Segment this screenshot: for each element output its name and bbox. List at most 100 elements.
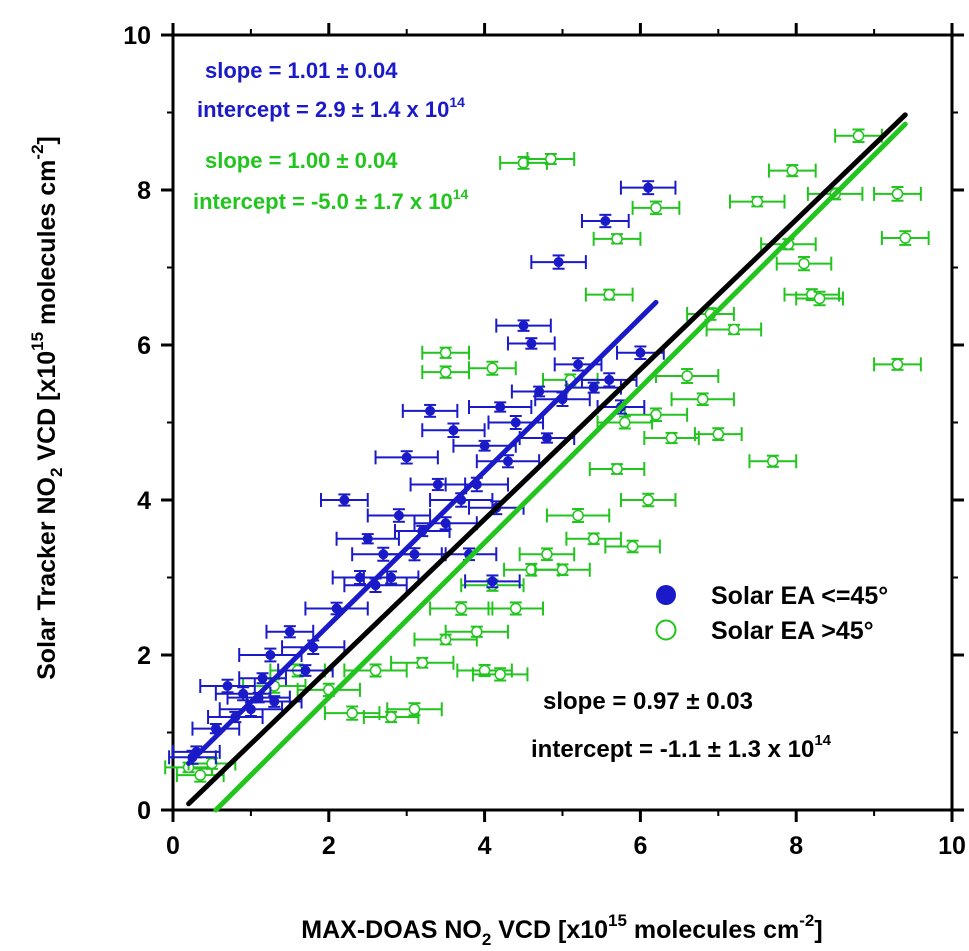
x-tick-label: 6 xyxy=(633,832,647,860)
fit-line xyxy=(186,112,908,807)
data-point xyxy=(786,164,799,177)
data-point xyxy=(408,703,421,715)
data-point xyxy=(487,576,498,587)
data-point xyxy=(455,602,467,615)
data-point xyxy=(385,711,397,723)
data-point xyxy=(471,626,483,638)
data-point xyxy=(222,681,233,691)
y-tick-label: 8 xyxy=(137,177,151,205)
data-point xyxy=(712,428,725,440)
data-point xyxy=(665,432,678,444)
annotation-all-intercept: intercept = -1.1 ± 1.3 x 1014 xyxy=(531,732,832,763)
data-point xyxy=(518,320,529,331)
data-point xyxy=(751,195,763,208)
data-point xyxy=(588,382,599,393)
data-point xyxy=(526,338,537,349)
data-point xyxy=(300,665,311,676)
data-point xyxy=(611,463,623,475)
data-point xyxy=(346,707,358,719)
series-solar-ea-gt45 xyxy=(164,128,930,783)
data-point xyxy=(650,202,662,214)
fit-line xyxy=(186,299,659,766)
data-point xyxy=(416,657,429,669)
data-point xyxy=(369,664,382,677)
legend-label-green: Solar EA >45° xyxy=(711,617,874,645)
data-point xyxy=(510,417,521,428)
data-point xyxy=(425,405,436,416)
annotation-all-slope: slope = 0.97 ± 0.03 xyxy=(543,688,753,715)
data-point xyxy=(495,402,506,412)
data-point xyxy=(401,452,412,463)
data-point xyxy=(409,549,420,560)
legend-marker-open-circle xyxy=(655,619,677,641)
data-point xyxy=(573,359,584,370)
data-point xyxy=(767,455,779,467)
data-point xyxy=(269,696,280,707)
data-point xyxy=(643,182,654,193)
legend: Solar EA <=45° Solar EA >45° xyxy=(655,582,888,645)
data-point xyxy=(650,409,662,421)
x-tick-label: 10 xyxy=(938,832,966,860)
data-point xyxy=(899,232,912,244)
data-point xyxy=(572,509,584,522)
data-point xyxy=(257,673,268,684)
data-point xyxy=(362,533,373,544)
annotation-green-intercept: intercept = -5.0 ± 1.7 x 1014 xyxy=(193,186,468,214)
data-point xyxy=(603,288,615,301)
data-point xyxy=(587,533,600,545)
data-point xyxy=(635,347,646,358)
data-point xyxy=(448,425,459,436)
data-point xyxy=(852,130,865,142)
data-point xyxy=(600,216,611,226)
data-point xyxy=(439,347,452,359)
data-point xyxy=(284,626,295,637)
data-point xyxy=(238,688,249,699)
data-point xyxy=(545,153,557,165)
y-tick-label: 0 xyxy=(137,797,151,825)
data-point xyxy=(432,479,443,490)
data-point xyxy=(486,362,499,374)
x-tick-label: 2 xyxy=(322,832,336,860)
x-tick-label: 8 xyxy=(789,832,803,860)
data-point xyxy=(494,668,506,681)
data-point xyxy=(619,416,631,429)
data-point xyxy=(611,233,623,245)
axis-ticks: 0 2 4 6 8 10 0 2 4 6 8 10 xyxy=(123,22,966,860)
legend-marker-filled-circle xyxy=(656,585,676,605)
data-point xyxy=(510,602,522,615)
y-tick-label: 6 xyxy=(137,332,151,360)
data-point xyxy=(541,433,552,443)
data-point xyxy=(642,494,654,506)
data-point xyxy=(891,358,904,371)
data-point xyxy=(439,366,452,378)
data-point xyxy=(728,323,740,336)
data-point xyxy=(553,257,564,268)
series-solar-ea-le45 xyxy=(168,180,677,765)
data-point xyxy=(386,572,397,583)
data-point xyxy=(541,548,553,560)
x-tick-label: 0 xyxy=(166,832,180,860)
y-tick-label: 10 xyxy=(123,22,151,50)
annotation-green-slope: slope = 1.00 ± 0.04 xyxy=(205,148,398,173)
annotation-blue-slope: slope = 1.01 ± 0.04 xyxy=(205,58,398,83)
data-point xyxy=(813,292,826,305)
x-tick-label: 4 xyxy=(478,832,492,860)
y-axis-title: Solar Tracker NO2 VCD [x1015 molecules c… xyxy=(28,136,66,680)
data-point xyxy=(331,603,342,614)
legend-label-blue: Solar EA <=45° xyxy=(711,582,888,610)
x-axis-title: MAX-DOAS NO2 VCD [x1015 molecules cm-2] xyxy=(301,911,822,949)
y-tick-label: 4 xyxy=(137,487,151,515)
data-point xyxy=(393,510,404,521)
data-point xyxy=(265,650,276,660)
data-point xyxy=(681,370,693,382)
y-tick-label: 2 xyxy=(137,642,151,670)
data-point xyxy=(604,374,615,385)
data-point xyxy=(206,757,218,770)
data-point xyxy=(354,572,365,583)
data-point xyxy=(798,257,810,270)
fit-lines xyxy=(186,112,908,813)
data-point xyxy=(194,769,207,781)
data-point xyxy=(891,188,904,200)
fit-line xyxy=(213,121,908,813)
data-point xyxy=(479,440,490,451)
